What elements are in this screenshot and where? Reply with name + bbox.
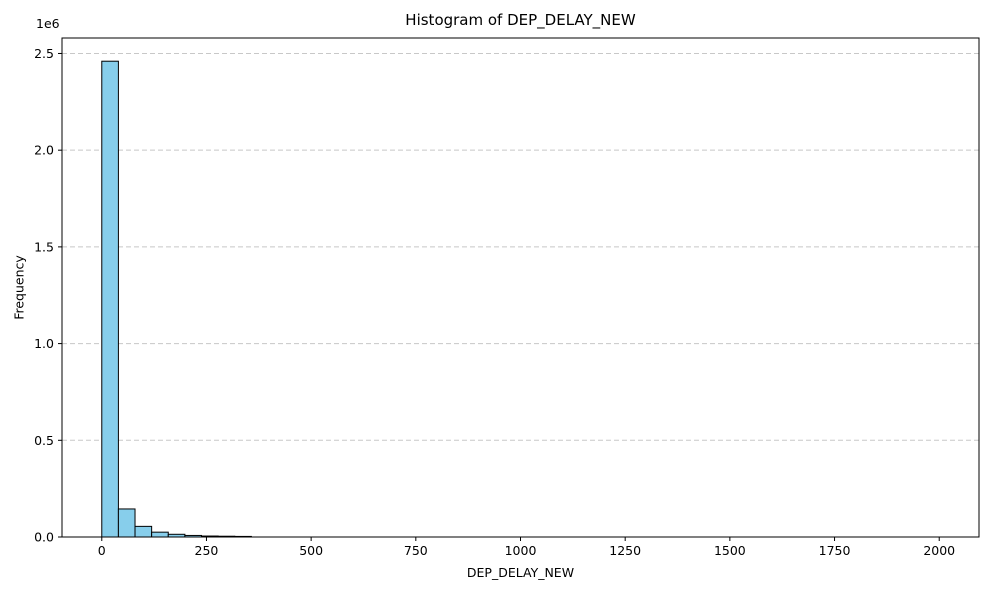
y-axis-title: Frequency xyxy=(12,255,27,320)
y-tick-label: 2.0 xyxy=(34,143,54,158)
x-tick-label: 2000 xyxy=(923,543,955,558)
y-axis-offset-label: 1e6 xyxy=(36,16,60,31)
histogram-bar xyxy=(101,60,119,538)
x-tick-label: 750 xyxy=(404,543,428,558)
histogram-bar xyxy=(151,531,169,538)
x-tick-label: 250 xyxy=(195,543,219,558)
x-tick-label: 500 xyxy=(299,543,323,558)
histogram-bar xyxy=(134,525,153,538)
y-tick-label: 0.5 xyxy=(34,433,54,448)
x-tick-label: 0 xyxy=(98,543,106,558)
x-axis-title: DEP_DELAY_NEW xyxy=(467,565,574,580)
y-ticks: 0.0 0.5 1.0 1.5 2.0 2.5 xyxy=(34,46,62,545)
x-tick-label: 1250 xyxy=(609,543,641,558)
y-tick-label: 1.0 xyxy=(34,336,54,351)
y-tick-label: 1.5 xyxy=(34,239,54,254)
x-ticks: 0 250 500 750 1000 1250 1500 1750 2000 xyxy=(98,537,955,558)
y-tick-label: 2.5 xyxy=(34,46,54,61)
x-tick-label: 1500 xyxy=(714,543,746,558)
x-tick-label: 1750 xyxy=(819,543,851,558)
chart-title: Histogram of DEP_DELAY_NEW xyxy=(405,11,636,30)
y-tick-label: 0.0 xyxy=(34,530,54,545)
histogram-bar xyxy=(117,508,136,538)
x-tick-label: 1000 xyxy=(505,543,537,558)
